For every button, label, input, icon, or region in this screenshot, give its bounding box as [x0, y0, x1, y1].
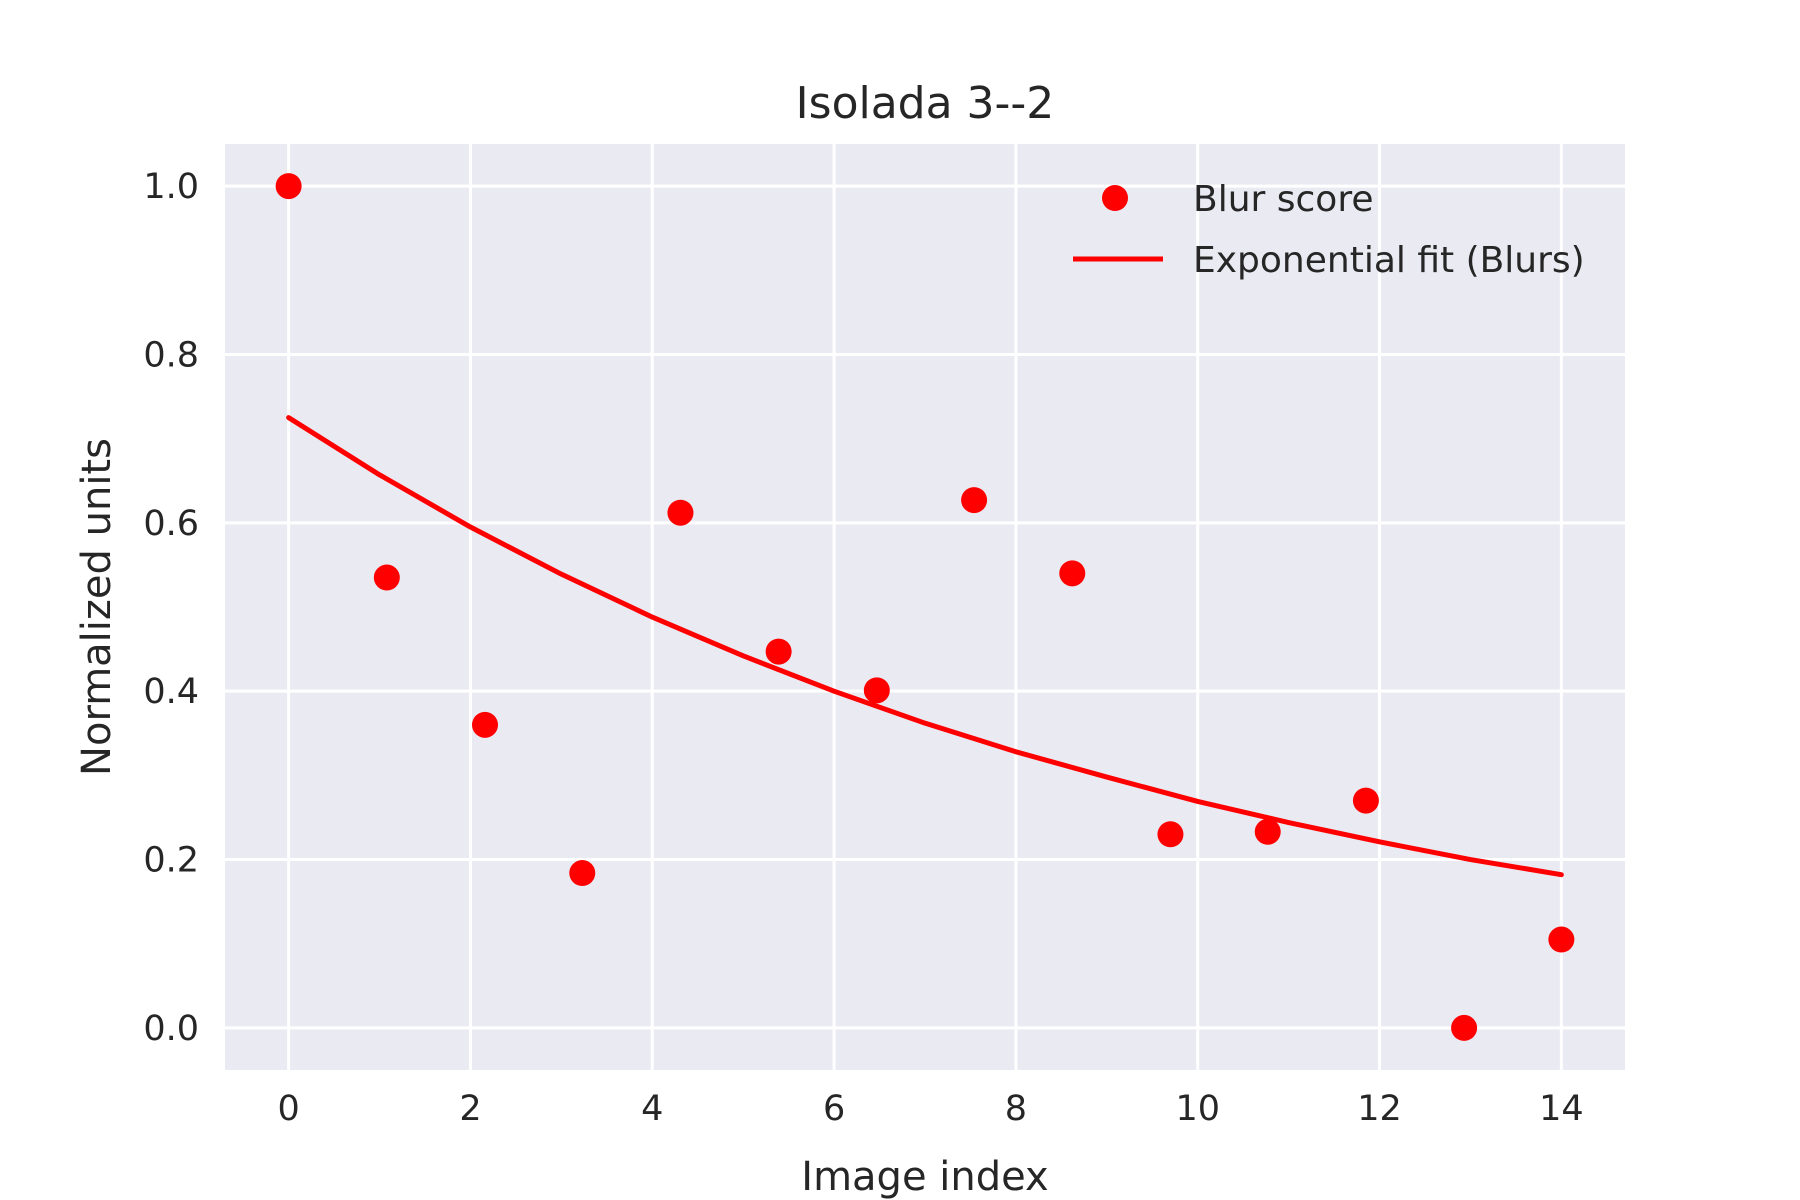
chart-title: Isolada 3--2 [796, 78, 1055, 129]
x-tick-label: 0 [277, 1089, 299, 1129]
blur-score-point [1059, 560, 1086, 587]
blur-score-point [1451, 1014, 1478, 1041]
x-tick-label: 14 [1539, 1089, 1584, 1129]
tick-labels-layer: 0 2 4 6 8 10 12 14 0.0 0.2 0.4 0.6 0.8 1.0 [143, 167, 1583, 1129]
x-tick-label: 4 [641, 1089, 663, 1129]
plot-background [225, 144, 1625, 1070]
x-tick-label: 10 [1175, 1089, 1220, 1129]
x-tick-label: 2 [459, 1089, 481, 1129]
fit-layer [286, 415, 1564, 878]
blur-score-point [765, 638, 792, 665]
blur-score-point [1352, 787, 1379, 814]
blur-score-point [863, 677, 890, 704]
legend-marker-blur-score [1102, 185, 1128, 211]
grid-layer [225, 144, 1625, 1070]
blur-score-point [667, 499, 694, 526]
blur-score-point [1548, 926, 1575, 953]
blur-score-point [1157, 821, 1184, 848]
points-layer [275, 173, 1575, 1041]
blur-score-point [569, 860, 596, 887]
blur-score-point [472, 711, 498, 738]
legend-label-exponential-fit: Exponential fit (Blurs) [1193, 240, 1585, 281]
x-tick-label: 12 [1357, 1089, 1402, 1129]
y-tick-label: 0.8 [143, 335, 199, 375]
blur-score-point [1254, 818, 1281, 845]
legend-label-blur-score: Blur score [1193, 179, 1374, 220]
blur-score-point [961, 487, 988, 514]
y-axis-label: Normalized units [74, 438, 120, 776]
x-tick-label: 6 [823, 1089, 845, 1129]
y-tick-label: 1.0 [143, 167, 199, 207]
y-tick-label: 0.4 [143, 672, 199, 712]
y-tick-label: 0.6 [143, 504, 199, 544]
y-tick-label: 0.0 [143, 1009, 199, 1049]
x-tick-label: 8 [1005, 1089, 1027, 1129]
x-axis-label: Image index [801, 1154, 1048, 1200]
blur-score-point [373, 564, 400, 591]
exponential-fit-line [286, 415, 1564, 878]
blur-score-point [275, 173, 302, 200]
y-tick-label: 0.2 [143, 841, 199, 881]
legend: Blur score Exponential fit (Blurs) [1073, 179, 1585, 281]
